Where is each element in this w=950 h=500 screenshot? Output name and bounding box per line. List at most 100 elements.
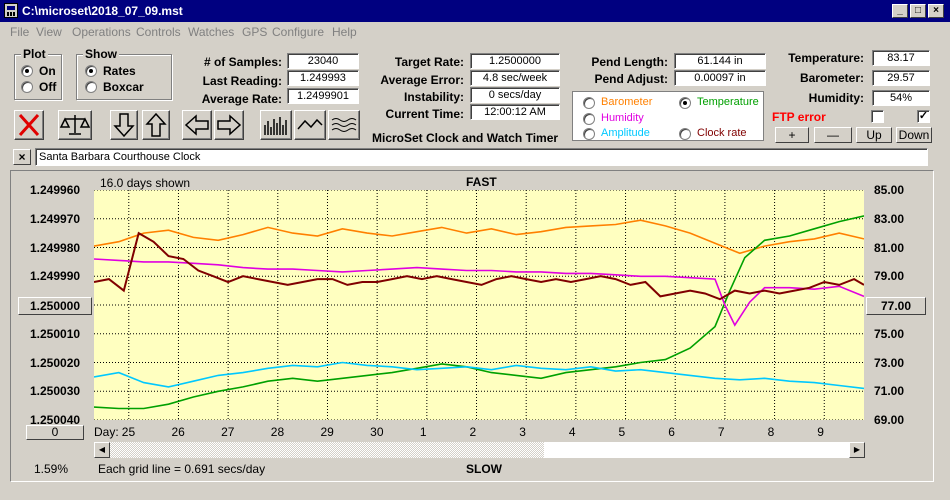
- arrow-right-button[interactable]: [214, 110, 244, 140]
- wave-view-button[interactable]: [328, 110, 360, 140]
- barometer-label: Barometer:: [774, 71, 864, 85]
- channel-amplitude-label: Amplitude: [601, 127, 650, 139]
- y-left-tick-label: 1.249990: [30, 269, 80, 283]
- menu-configure[interactable]: Configure: [272, 25, 324, 39]
- average-rate-field: 1.2499901: [287, 88, 359, 104]
- menu-operations[interactable]: Operations: [72, 25, 131, 39]
- show-rates-label: Rates: [103, 64, 136, 78]
- balance-button[interactable]: [58, 110, 92, 140]
- y-left-tick-label: 1.249970: [30, 212, 80, 226]
- plus-button[interactable]: +: [775, 127, 809, 143]
- show-group: Show Rates Boxcar: [76, 54, 172, 100]
- slow-label: SLOW: [466, 462, 502, 476]
- x-tick-label: 2: [470, 425, 477, 439]
- pend-length-label: Pend Length:: [572, 55, 668, 69]
- x-tick-label: 9: [817, 425, 824, 439]
- line-chart-icon: [295, 111, 325, 139]
- up-button[interactable]: Up: [856, 127, 892, 143]
- scroll-right-button[interactable]: ▶: [849, 442, 865, 458]
- menu-help[interactable]: Help: [332, 25, 357, 39]
- plot-group-title: Plot: [21, 47, 48, 61]
- plot-area[interactable]: [94, 190, 864, 420]
- arrow-down-icon: [111, 111, 137, 139]
- ftp-checkbox-1[interactable]: [871, 110, 884, 123]
- arrow-right-icon: [215, 111, 243, 139]
- show-rates-radio[interactable]: [85, 65, 97, 77]
- x-tick-label: 30: [370, 425, 383, 439]
- menu-view[interactable]: View: [36, 25, 62, 39]
- maximize-button[interactable]: □: [910, 4, 926, 18]
- fast-label: FAST: [466, 175, 497, 189]
- target-rate-label: Target Rate:: [366, 55, 464, 69]
- minus-button[interactable]: —: [814, 127, 852, 143]
- humidity-field: 54%: [872, 90, 930, 106]
- arrow-down-button[interactable]: [110, 110, 138, 140]
- close-window-button[interactable]: ×: [928, 4, 944, 18]
- menu-gps[interactable]: GPS: [242, 25, 267, 39]
- clock-name-field[interactable]: Santa Barbara Courthouse Clock: [35, 148, 928, 166]
- channel-amplitude-radio[interactable]: [583, 128, 595, 140]
- average-rate-label: Average Rate:: [180, 92, 282, 106]
- title-bar: C:\microset\2018_07_09.mst _ □ ×: [0, 0, 950, 22]
- plot-group: Plot On Off: [14, 54, 62, 100]
- y-left-tick-label: 1.250010: [30, 327, 80, 341]
- x-tick-label: 7: [718, 425, 725, 439]
- ftp-error-label: FTP error: [772, 110, 826, 124]
- channel-humidity-label: Humidity: [601, 112, 644, 124]
- scroll-thumb[interactable]: [544, 442, 849, 458]
- average-error-field: 4.8 sec/week: [470, 70, 560, 86]
- channel-humidity-radio[interactable]: [583, 113, 595, 125]
- instability-label: Instability:: [366, 90, 464, 104]
- menu-controls[interactable]: Controls: [136, 25, 181, 39]
- ftp-checkbox-2[interactable]: ✓: [917, 110, 930, 123]
- center-rate-button[interactable]: 1.250000: [18, 297, 92, 315]
- plot-off-radio[interactable]: [21, 81, 33, 93]
- y-left-tick-label: 1.250030: [30, 384, 80, 398]
- y-left-tick-label: 1.249980: [30, 241, 80, 255]
- stop-button[interactable]: [14, 110, 44, 140]
- bars-view-button[interactable]: [260, 110, 292, 140]
- line-view-button[interactable]: [294, 110, 326, 140]
- menu-file[interactable]: File: [10, 25, 29, 39]
- zero-button[interactable]: 0: [26, 425, 84, 440]
- center-temperature-button[interactable]: 77.00: [866, 297, 926, 315]
- channel-clock-rate-radio[interactable]: [679, 128, 691, 140]
- menu-watches[interactable]: Watches: [188, 25, 234, 39]
- x-tick-label: 8: [768, 425, 775, 439]
- wave-lines-icon: [329, 111, 359, 139]
- x-tick-label: 27: [221, 425, 234, 439]
- x-tick-label: 29: [320, 425, 333, 439]
- red-x-icon: [15, 111, 43, 139]
- target-rate-field: 1.2500000: [470, 53, 560, 69]
- current-time-field: 12:00:12 AM: [470, 104, 560, 120]
- instability-field: 0 secs/day: [470, 87, 560, 103]
- down-button[interactable]: Down: [896, 127, 932, 143]
- plot-off-label: Off: [39, 80, 56, 94]
- clear-clock-button[interactable]: ×: [13, 149, 31, 165]
- average-error-label: Average Error:: [366, 73, 464, 87]
- plot-on-label: On: [39, 64, 56, 78]
- channel-barometer-radio[interactable]: [583, 97, 595, 109]
- arrow-up-button[interactable]: [142, 110, 170, 140]
- channel-selector: Barometer Temperature Humidity Amplitude…: [572, 91, 764, 141]
- last-reading-label: Last Reading:: [180, 74, 282, 88]
- last-reading-field: 1.249993: [287, 70, 359, 86]
- y-left-tick-label: 1.250020: [30, 356, 80, 370]
- y-right-tick-label: 79.00: [874, 269, 904, 283]
- arrow-left-button[interactable]: [182, 110, 212, 140]
- show-group-title: Show: [83, 47, 119, 61]
- plot-on-radio[interactable]: [21, 65, 33, 77]
- humidity-label: Humidity:: [774, 91, 864, 105]
- pend-length-field: 61.144 in: [674, 53, 766, 69]
- x-tick-label: 4: [569, 425, 576, 439]
- horizontal-scrollbar[interactable]: ◀ ▶: [94, 442, 865, 458]
- scroll-left-button[interactable]: ◀: [94, 442, 110, 458]
- channel-temperature-radio[interactable]: [679, 97, 691, 109]
- y-right-tick-label: 73.00: [874, 356, 904, 370]
- minimize-button[interactable]: _: [892, 4, 908, 18]
- samples-field: 23040: [287, 53, 359, 69]
- show-boxcar-radio[interactable]: [85, 81, 97, 93]
- y-right-tick-label: 85.00: [874, 183, 904, 197]
- x-tick-label: 26: [171, 425, 184, 439]
- y-right-tick-label: 83.00: [874, 212, 904, 226]
